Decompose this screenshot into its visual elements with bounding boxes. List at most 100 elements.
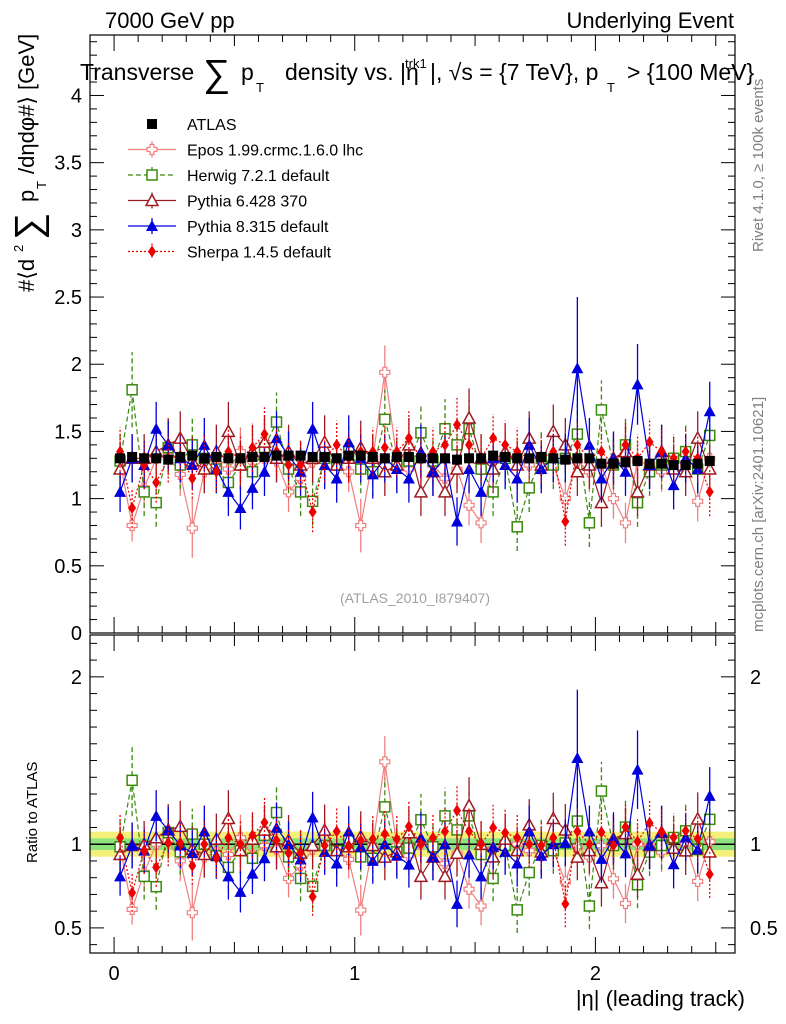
ratio-point-sherpa bbox=[380, 827, 389, 840]
title-p: p bbox=[241, 59, 254, 85]
ratio-point-pythia6 bbox=[437, 868, 453, 883]
point-pythia8 bbox=[258, 465, 271, 477]
ratio-point-sherpa bbox=[573, 825, 582, 838]
legend-item-herwig: Herwig 7.2.1 default bbox=[128, 167, 330, 185]
point-pythia8 bbox=[595, 472, 608, 484]
ratio-point-sherpa bbox=[633, 835, 642, 848]
point-atlas bbox=[500, 451, 511, 462]
point-atlas bbox=[139, 453, 150, 464]
point-atlas bbox=[512, 453, 523, 464]
point-sherpa bbox=[188, 472, 197, 485]
point-atlas bbox=[175, 451, 186, 462]
point-pythia8 bbox=[114, 485, 127, 497]
point-atlas bbox=[295, 450, 306, 461]
point-sherpa bbox=[152, 476, 161, 489]
ratio-point-sherpa bbox=[657, 826, 666, 839]
point-atlas bbox=[403, 451, 414, 462]
point-sherpa bbox=[621, 438, 630, 451]
point-pythia8 bbox=[511, 472, 524, 484]
ratio-point-pythia8 bbox=[703, 789, 716, 801]
ratio-point-sherpa bbox=[501, 826, 510, 839]
ratio-point-sherpa bbox=[128, 886, 137, 899]
point-pythia8 bbox=[571, 362, 584, 374]
main-frame bbox=[89, 34, 736, 634]
ratio-point-sherpa bbox=[621, 821, 630, 834]
point-epos bbox=[559, 493, 571, 505]
point-atlas bbox=[331, 453, 342, 464]
point-epos bbox=[355, 519, 367, 532]
point-pythia8 bbox=[583, 438, 596, 450]
ratio-point-sherpa bbox=[681, 824, 690, 837]
point-atlas bbox=[127, 451, 138, 462]
legend-label-epos: Epos 1.99.crmc.1.6.0 lhc bbox=[187, 143, 363, 160]
point-atlas bbox=[151, 453, 162, 464]
series-line-sherpa bbox=[119, 423, 711, 522]
point-epos bbox=[692, 495, 704, 507]
main-y-tick-label: 2 bbox=[71, 354, 82, 376]
point-sherpa bbox=[380, 441, 389, 454]
point-atlas bbox=[620, 457, 631, 468]
ratio-y-tick-label-right: 1 bbox=[750, 834, 761, 856]
ratio-point-sherpa bbox=[416, 838, 425, 851]
point-pythia6 bbox=[461, 410, 477, 424]
ratio-point-herwig bbox=[126, 774, 138, 787]
main-y-tick-label: 0 bbox=[71, 623, 82, 645]
point-pythia8 bbox=[270, 432, 283, 444]
legend-marker-atlas bbox=[147, 119, 157, 129]
ratio-point-pythia8 bbox=[246, 867, 259, 879]
legend: ATLAS Epos 1.99.crmc.1.6.0 lhc Herwig 7.2.… bbox=[128, 117, 363, 262]
point-sherpa bbox=[308, 506, 317, 519]
ratio-point-sherpa bbox=[513, 831, 522, 844]
ratio-point-pythia6 bbox=[461, 798, 477, 812]
title-part-c: |, √s = {7 TeV}, p bbox=[430, 59, 598, 85]
header-analysis: Underlying Event bbox=[566, 8, 734, 33]
ratio-point-sherpa bbox=[392, 833, 401, 846]
ratio-point-sherpa bbox=[284, 847, 293, 860]
point-atlas bbox=[319, 451, 330, 462]
point-atlas bbox=[343, 450, 354, 461]
header-energy: 7000 GeV pp bbox=[105, 8, 235, 33]
main-y-tick-label: 1.5 bbox=[54, 421, 82, 443]
point-pythia8 bbox=[402, 472, 415, 484]
ratio-point-sherpa bbox=[537, 839, 546, 852]
point-pythia8 bbox=[451, 515, 464, 527]
ratio-y-tick-label: 2 bbox=[71, 667, 82, 689]
ratio-point-sherpa bbox=[296, 847, 305, 860]
ratio-point-pythia8 bbox=[126, 839, 139, 851]
ylabel-two: 2 bbox=[11, 245, 26, 252]
title-t-sub: T bbox=[256, 80, 264, 95]
ratio-point-epos bbox=[607, 873, 620, 885]
point-sherpa bbox=[296, 459, 305, 472]
point-epos bbox=[379, 366, 391, 378]
ratio-point-sherpa bbox=[453, 804, 462, 817]
point-herwig bbox=[523, 482, 535, 494]
chart-title: Transverse ∑ p T density vs. |η trk1 |, … bbox=[80, 53, 755, 95]
point-epos bbox=[126, 519, 138, 532]
point-atlas bbox=[476, 453, 487, 464]
point-atlas bbox=[355, 450, 366, 461]
point-atlas bbox=[704, 455, 715, 466]
point-atlas bbox=[199, 453, 210, 464]
point-pythia8 bbox=[631, 378, 644, 390]
title-part-a: Transverse bbox=[80, 59, 194, 85]
main-y-tick-label: 1 bbox=[71, 489, 82, 511]
point-pythia8 bbox=[523, 438, 536, 450]
point-atlas bbox=[163, 454, 174, 465]
ratio-point-epos bbox=[355, 904, 367, 916]
point-pythia8 bbox=[390, 463, 403, 475]
legend-item-atlas: ATLAS bbox=[147, 117, 237, 134]
point-sherpa bbox=[284, 459, 293, 472]
x-tick-label: 1 bbox=[349, 963, 360, 985]
point-herwig bbox=[511, 521, 523, 533]
ratio-point-sherpa bbox=[320, 839, 329, 852]
ratio-point-sherpa bbox=[356, 834, 365, 847]
point-atlas bbox=[452, 454, 463, 465]
point-sherpa bbox=[248, 441, 257, 454]
point-epos bbox=[607, 493, 620, 505]
ratio-point-pythia8 bbox=[390, 849, 403, 861]
title-part-b: density vs. |η bbox=[285, 59, 419, 85]
legend-label-pythia8: Pythia 8.315 default bbox=[187, 219, 329, 236]
point-epos bbox=[463, 499, 475, 511]
ratio-point-sherpa bbox=[272, 834, 281, 847]
